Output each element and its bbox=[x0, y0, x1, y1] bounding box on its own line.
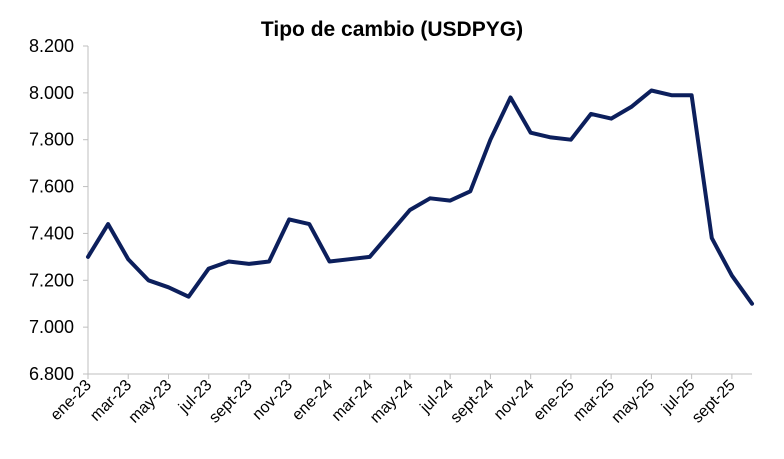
y-tick-label: 6.800 bbox=[29, 364, 74, 384]
x-tick-label: nov-24 bbox=[491, 377, 538, 424]
x-tick-label: may-25 bbox=[608, 377, 658, 427]
x-tick-label: may-24 bbox=[367, 377, 417, 427]
series-line bbox=[86, 88, 754, 306]
series-group bbox=[86, 88, 754, 306]
x-tick-label: may-23 bbox=[126, 377, 176, 427]
x-tick-label: nov-23 bbox=[249, 377, 296, 424]
y-tick-label: 7.200 bbox=[29, 270, 74, 290]
y-tick-label: 7.000 bbox=[29, 317, 74, 337]
y-tick-label: 7.600 bbox=[29, 177, 74, 197]
chart-title: Tipo de cambio (USDPYG) bbox=[260, 18, 524, 41]
x-tick-label: ene-24 bbox=[289, 377, 336, 424]
x-tick-label: sept-25 bbox=[689, 377, 739, 427]
x-tick-label: sept-24 bbox=[447, 377, 497, 427]
x-tick-label: ene-25 bbox=[530, 377, 577, 424]
x-tick-label: sept-23 bbox=[206, 377, 256, 427]
y-tick-label: 7.400 bbox=[29, 223, 74, 243]
y-axis: 6.800 7.000 7.200 7.400 7.600 7.800 8.000 8.200 bbox=[29, 36, 89, 384]
y-tick-label: 8.200 bbox=[29, 36, 74, 56]
y-tick-label: 7.800 bbox=[29, 130, 74, 150]
y-tick-label: 8.000 bbox=[29, 83, 74, 103]
